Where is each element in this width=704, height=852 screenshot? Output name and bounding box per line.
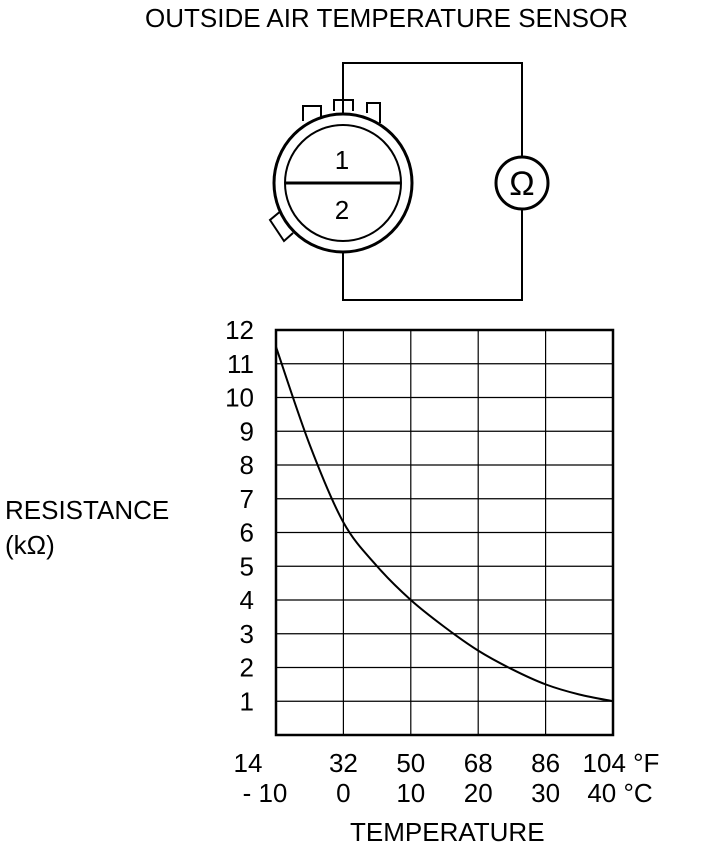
x-tick-label-c: 0 (336, 778, 350, 808)
y-tick-label: 5 (240, 551, 254, 581)
x-axis-label: TEMPERATURE (350, 817, 545, 847)
y-tick-label: 1 (240, 686, 254, 716)
y-tick-label: 4 (240, 585, 254, 615)
x-tick-label-c: 40 °C (587, 778, 652, 808)
x-tick-label-c: 10 (396, 778, 425, 808)
y-tick-label: 2 (240, 653, 254, 683)
meter-wiring (342, 62, 523, 301)
y-tick-label: 8 (240, 450, 254, 480)
y-tick-label: 7 (240, 484, 254, 514)
y-tick-label: 9 (240, 416, 254, 446)
y-tick-label: 10 (225, 383, 254, 413)
y-tick-label: 6 (240, 518, 254, 548)
terminal-2-label: 2 (335, 195, 349, 225)
x-tick-label-c: - 10 (243, 778, 288, 808)
y-tick-label: 12 (225, 315, 254, 345)
diagram-title: OUTSIDE AIR TEMPERATURE SENSOR (145, 3, 629, 33)
x-tick-label-f: 14 (234, 748, 263, 778)
y-axis-label: RESISTANCE (5, 495, 170, 525)
sensor-connector-icon (268, 99, 414, 254)
x-tick-label-f: 50 (396, 748, 425, 778)
ohmmeter-icon (494, 155, 550, 211)
y-axis-unit: (kΩ) (5, 530, 55, 560)
x-tick-label-f: 68 (464, 748, 493, 778)
x-tick-label-c: 20 (464, 778, 493, 808)
resistance-curve (275, 346, 614, 703)
x-tick-label-c: 30 (531, 778, 560, 808)
terminal-1-label: 1 (335, 145, 349, 175)
x-tick-label-f: 32 (329, 748, 358, 778)
y-tick-label: 3 (240, 619, 254, 649)
x-tick-label-f: 104 °F (583, 748, 660, 778)
y-tick-label: 11 (227, 349, 254, 379)
chart-grid (274, 328, 615, 737)
x-tick-label-f: 86 (531, 748, 560, 778)
ohm-symbol: Ω (509, 165, 534, 203)
